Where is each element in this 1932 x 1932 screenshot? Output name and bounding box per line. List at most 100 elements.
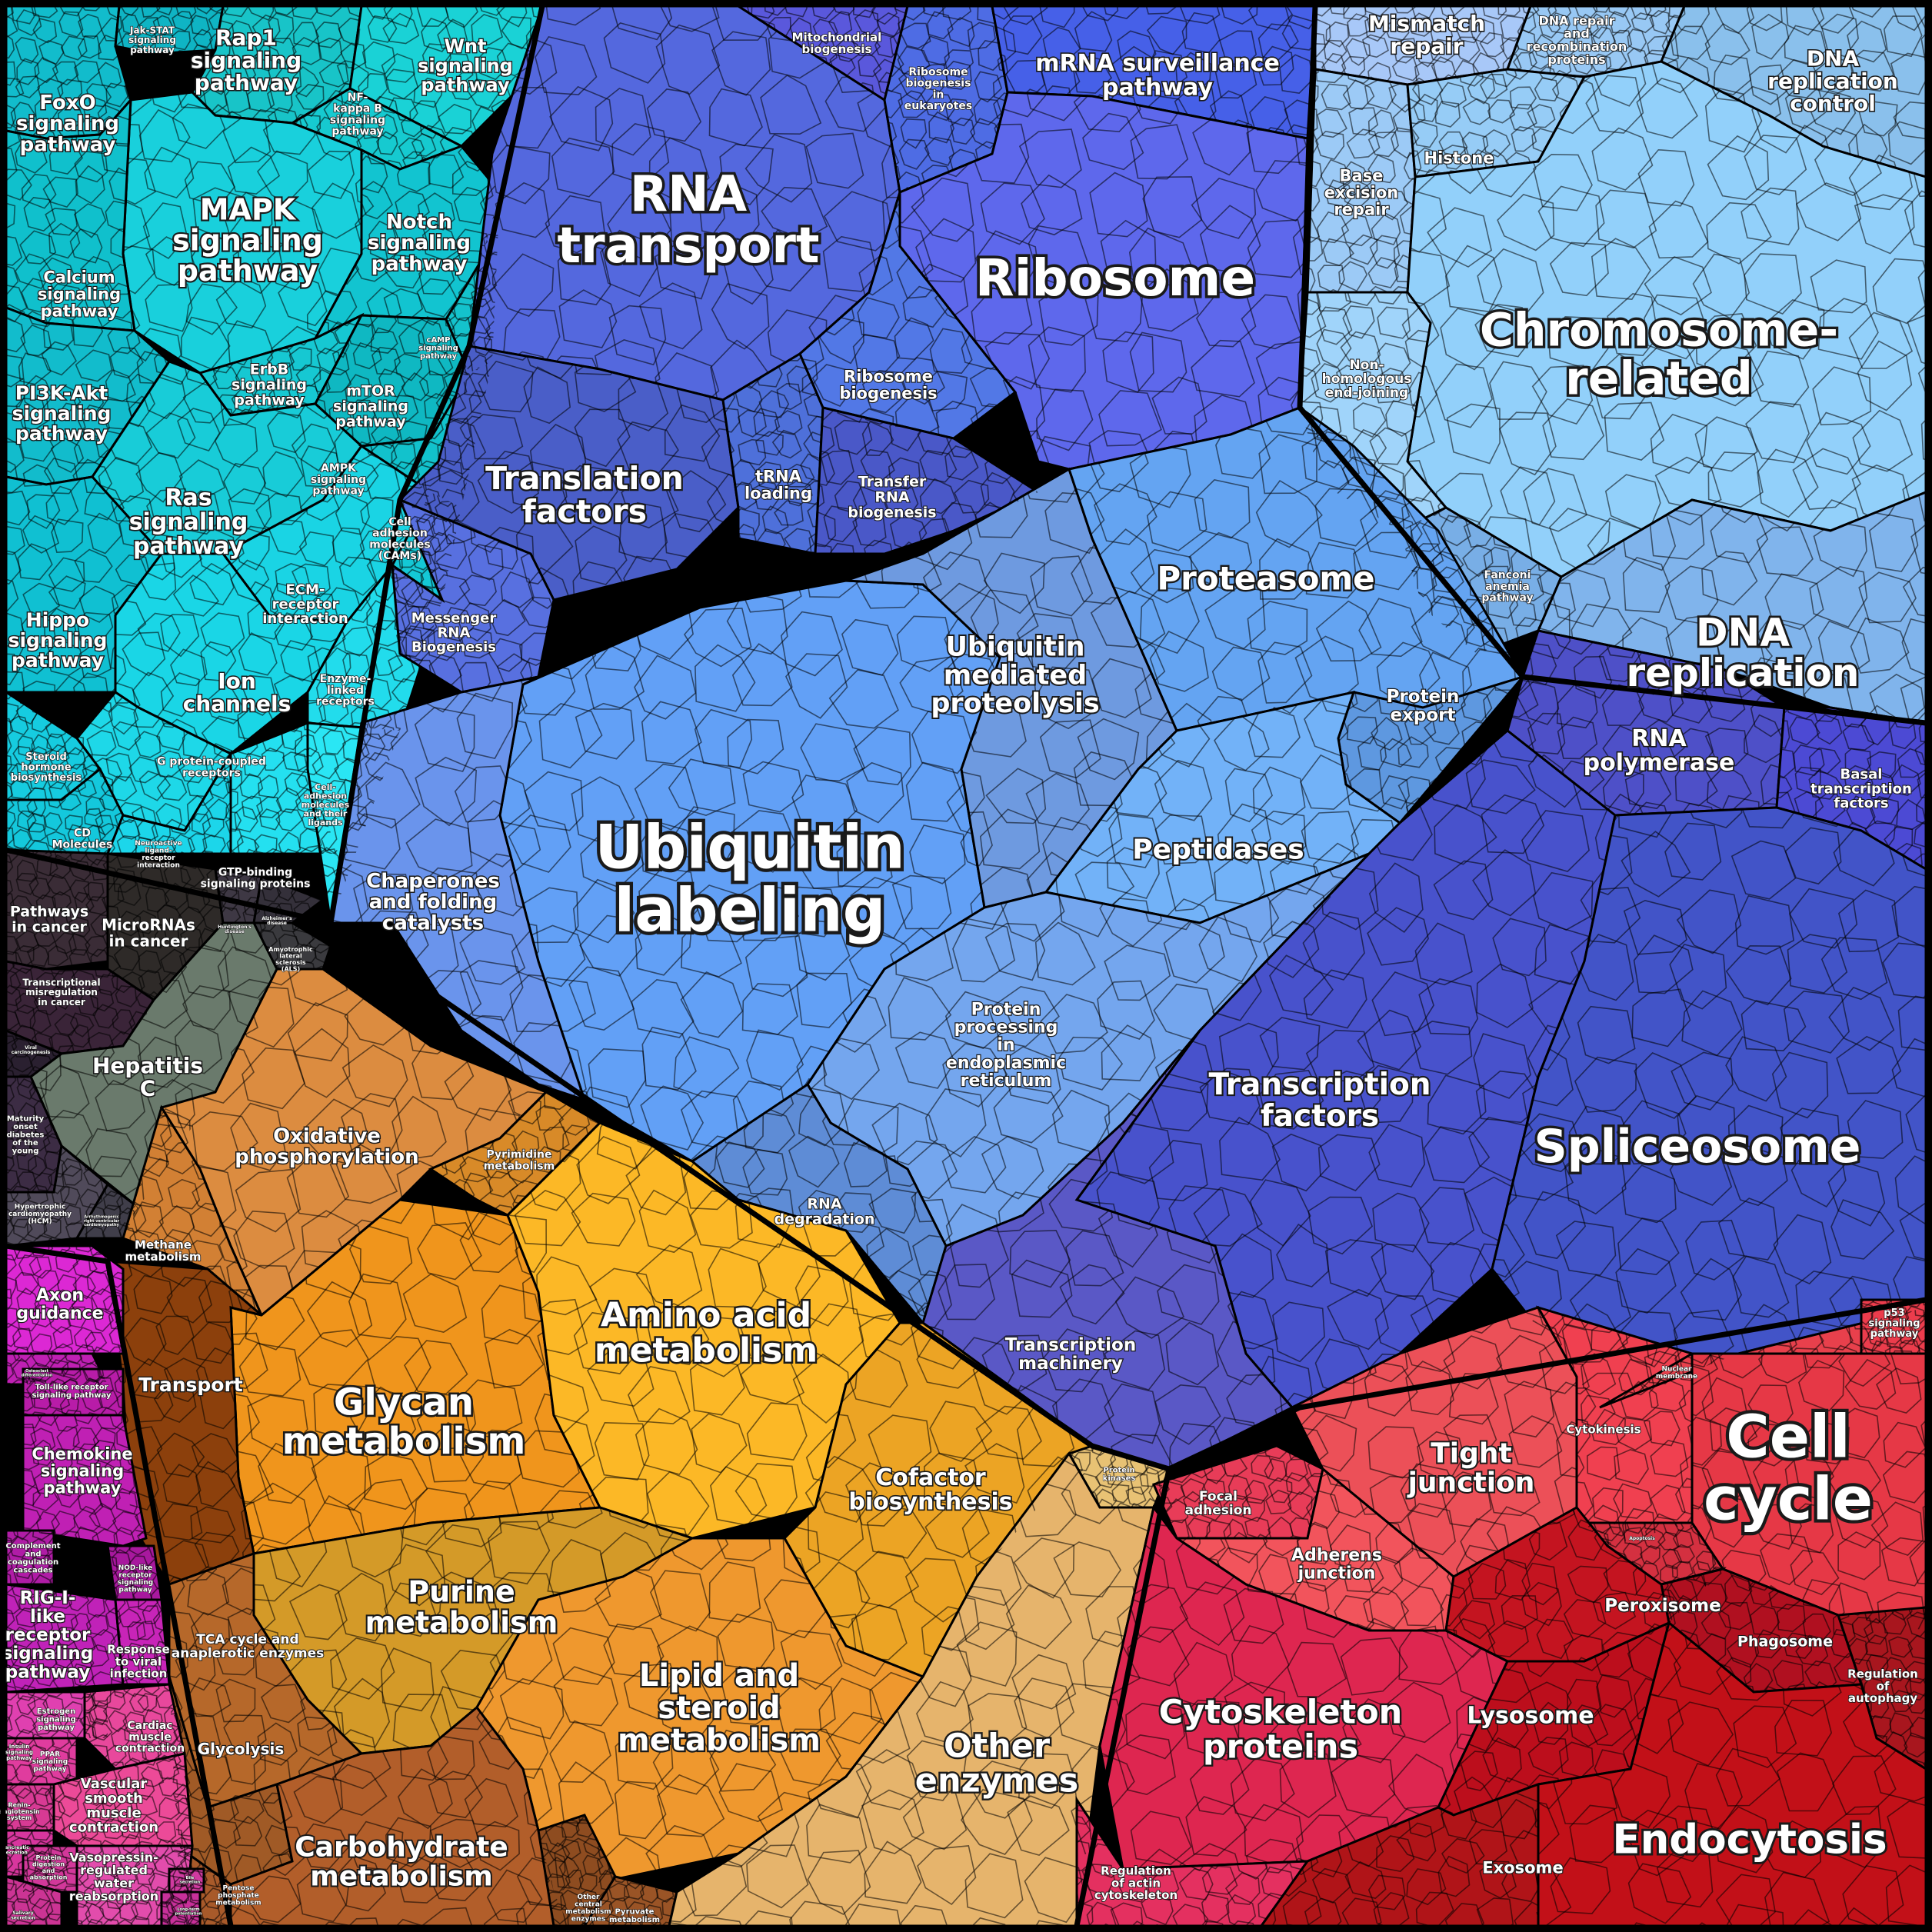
label-enzlinked: Enzyme-linked receptors <box>316 673 375 708</box>
label-peptidases: Peptidases <box>1132 834 1304 866</box>
label-calcium: Calcium signaling pathway <box>38 268 121 320</box>
label-carbo: Carbohydrate metabolism <box>295 1832 508 1893</box>
label-lipid: Lipid and steroid metabolism <box>618 1658 821 1758</box>
label-als: Amyotrophic lateral sclerosis (ALS) <box>268 946 313 972</box>
label-pancreatic: Pancreatic secretion <box>2 1845 29 1855</box>
label-tfactors: Transcription factors <box>1208 1068 1431 1134</box>
subcells-pentose <box>177 1846 231 1926</box>
category-border <box>1168 1297 1927 1472</box>
label-basal: Basal transcription factors <box>1810 766 1912 811</box>
label-focal: Focal adhesion <box>1184 1489 1251 1518</box>
label-wnt: Wnt signaling pathway <box>418 35 513 95</box>
label-tight: Tight junction <box>1407 1438 1535 1499</box>
label-insulin: Insulin signaling pathway <box>5 1744 33 1761</box>
label-pyrimidine: Pyrimidine metabolism <box>484 1149 555 1173</box>
category-border <box>329 921 1171 1472</box>
label-hepc: Hepatitis C <box>92 1053 203 1101</box>
label-pyruvate: Pyruvate metabolism <box>609 1907 660 1924</box>
label-cytokinesis: Cytokinesis <box>1566 1422 1641 1436</box>
label-pexport: Protein export <box>1387 687 1460 725</box>
label-hcm: Hypertrophic cardiomyopathy (HCM) <box>8 1204 72 1226</box>
label-histone: Histone <box>1424 148 1494 167</box>
label-mody: Maturity onset diabetes of the young <box>7 1115 45 1156</box>
label-notch: Notch signaling pathway <box>368 211 471 276</box>
label-renin: Renin-angiotensin system <box>0 1801 40 1821</box>
label-complement: Complement and coagulation cascades <box>5 1542 60 1575</box>
label-cofactor: Cofactor biosynthesis <box>848 1464 1012 1516</box>
label-ppar: PPAR signaling pathway <box>32 1751 68 1774</box>
label-gtp: GTP-binding signaling proteins <box>201 867 311 891</box>
label-vascular: Vascular smooth muscle contraction <box>69 1776 158 1836</box>
label-microrna: MicroRNAs in cancer <box>102 916 195 951</box>
label-chromosome: Chromosome-related <box>1480 304 1838 406</box>
label-digestion: Protein digestion and absorption <box>30 1854 68 1880</box>
label-mapk: MAPK signaling pathway <box>172 192 323 288</box>
category-border <box>5 1243 234 1927</box>
label-ribobio: Ribosome biogenesis <box>839 367 937 402</box>
subcells-vasopressin <box>77 1846 192 1926</box>
label-chemokine: Chemokine signaling pathway <box>32 1444 132 1497</box>
label-camp: cAMP signaling pathway <box>418 336 458 361</box>
category-border <box>1297 5 1927 726</box>
label-autophagy: Regulation of autophagy <box>1847 1667 1918 1706</box>
label-nuclear: Nuclear membrane <box>1656 1365 1697 1381</box>
label-huntington: Huntington's disease <box>218 924 251 934</box>
label-viralcarc: Viral carcinogenesis <box>12 1045 51 1055</box>
label-cams: Cell adhesion molecules (CAMs) <box>369 516 430 562</box>
label-ribosome: Ribosome <box>975 248 1255 308</box>
label-tlr: Toll-like receptor signaling pathway <box>32 1383 112 1400</box>
label-ampk: AMPK signaling pathway <box>311 462 366 497</box>
category-border <box>5 847 331 926</box>
label-cytoskel: Cytoskeleton proteins <box>1159 1694 1403 1767</box>
label-trna: tRNA loading <box>744 467 812 502</box>
label-transport: Transport <box>138 1374 243 1396</box>
label-adherens: Adherens junction <box>1291 1546 1382 1583</box>
label-ras: Ras signaling pathway <box>129 485 248 560</box>
label-cancer: Pathways in cancer <box>10 904 88 936</box>
label-erproc: Protein processing in endoplasmic reticulum <box>946 1001 1066 1091</box>
label-rigi: RIG-I-like receptor signaling pathway <box>2 1588 94 1683</box>
label-endocytosis: Endocytosis <box>1612 1817 1887 1864</box>
subcells-complement <box>6 1531 54 1584</box>
label-actin: Regulation of actin cytoskeleton <box>1094 1864 1178 1903</box>
label-cellcycle: Cell cycle <box>1704 1404 1873 1534</box>
label-hippo: Hippo signaling pathway <box>8 609 108 672</box>
label-nod: NOD-like receptor signaling pathway <box>118 1564 153 1594</box>
label-glycan: Glycan metabolism <box>282 1381 526 1463</box>
label-ubiquitin: Ubiquitin labeling <box>595 813 905 945</box>
label-bile: Bile secretion <box>180 1876 201 1884</box>
subcells-estrogen <box>6 1692 85 1738</box>
label-rnadeg: RNA degradation <box>774 1196 875 1228</box>
label-dnacontrol: DNA replication control <box>1767 45 1898 116</box>
label-ber: Base excision repair <box>1324 166 1399 218</box>
label-cardiac: Cardiac muscle contraction <box>115 1720 185 1754</box>
label-exosome: Exosome <box>1482 1858 1563 1877</box>
label-translation: Translation factors <box>485 460 684 530</box>
label-p53: p53 signaling pathway <box>1869 1307 1920 1340</box>
label-lysosome: Lysosome <box>1467 1703 1594 1730</box>
label-ion: Ion channels <box>183 668 291 716</box>
label-axon: Axon guidance <box>16 1286 103 1323</box>
label-chaperones: Chaperones and folding catalysts <box>366 870 500 935</box>
label-transmis: Transcriptional misregulation in cancer <box>22 978 100 1008</box>
subcells-renin <box>6 1784 54 1830</box>
label-glycolysis: Glycolysis <box>198 1740 284 1758</box>
label-methane: Methane metabolism <box>125 1237 202 1264</box>
label-mrnasurv: mRNA surveillance pathway <box>1035 50 1280 102</box>
label-celladh2: Cell-adhesion molecules and their ligands <box>301 782 350 828</box>
label-rnatransport: RNA transport <box>558 166 820 275</box>
label-othercentral: Other central metabolism enzymes <box>565 1894 611 1923</box>
label-foxo: FoxO signaling pathway <box>16 92 119 157</box>
label-transfer: Transfer RNA biogenesis <box>848 474 936 521</box>
subcells-axon <box>6 1246 123 1354</box>
label-osteoclast: Osteoclast differentiation <box>22 1369 53 1377</box>
label-neuroactive: Neuroactive ligand-receptor interaction <box>135 840 182 869</box>
category-border <box>1074 1468 1172 1927</box>
label-viralresp: Response to viral infection <box>107 1643 169 1681</box>
label-longterm: Long-term potentiation <box>175 1907 202 1916</box>
region-complement <box>5 1529 55 1586</box>
label-pkinases: Protein kinases <box>1103 1466 1136 1483</box>
label-ribobio_euk: Ribosome biogenesis in eukaryotes <box>904 66 972 112</box>
label-mito: Mitochondrial biogenesis <box>792 30 882 56</box>
label-spliceosome: Spliceosome <box>1534 1120 1861 1174</box>
